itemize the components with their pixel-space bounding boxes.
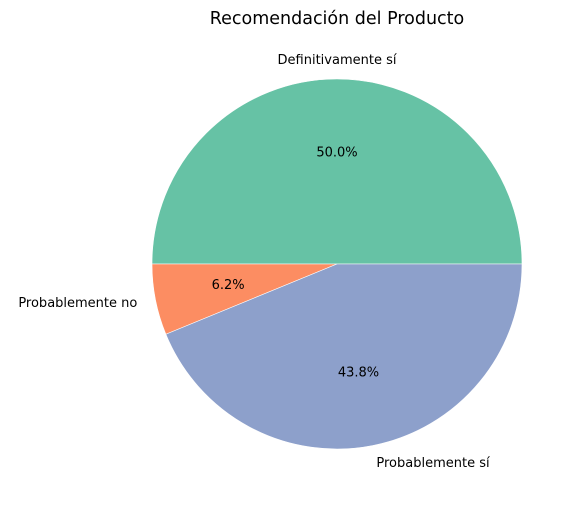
pie-category-label-probablemente-si: Probablemente sí	[376, 456, 490, 471]
chart-title: Recomendación del Producto	[210, 9, 465, 29]
pie-slices	[151, 78, 523, 450]
pie-labels: 50.0% Definitivamente sí 6.2% Probablemente…	[18, 53, 490, 471]
pie-value-label-definitivamente-si: 50.0%	[316, 146, 357, 161]
pie-slice-probablemente-si	[165, 263, 523, 450]
pie-value-label-probablemente-no: 6.2%	[212, 278, 245, 293]
pie-category-label-definitivamente-si: Definitivamente sí	[278, 53, 397, 68]
pie-value-label-probablemente-si: 43.8%	[338, 365, 379, 380]
pie-category-label-probablemente-no: Probablemente no	[18, 296, 137, 311]
pie-slice-definitivamente-si	[151, 78, 523, 265]
